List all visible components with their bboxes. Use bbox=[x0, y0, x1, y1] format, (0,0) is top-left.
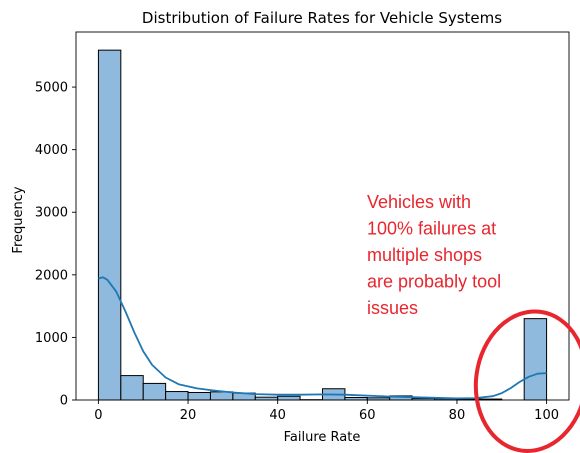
histogram-bar bbox=[165, 391, 189, 401]
bars bbox=[97, 49, 548, 401]
annotation-text-line: 100% failures at bbox=[367, 219, 496, 239]
y-tick-label: 0 bbox=[60, 394, 68, 409]
highlight-ellipse bbox=[473, 309, 580, 453]
x-tick-label: 20 bbox=[180, 408, 197, 423]
axes-frame bbox=[75, 31, 570, 401]
annotation-text-line: Vehicles with bbox=[367, 192, 471, 212]
x-axis-label: Failure Rate bbox=[284, 430, 361, 445]
kde-line bbox=[98, 276, 547, 400]
kde-layer bbox=[98, 276, 547, 400]
y-tick-label: 3000 bbox=[35, 206, 68, 221]
y-tick-label: 5000 bbox=[35, 81, 68, 96]
histogram-bar bbox=[209, 391, 234, 401]
y-tick-label: 2000 bbox=[35, 268, 68, 283]
x-tick-label: 60 bbox=[359, 408, 376, 423]
histogram-bar bbox=[523, 318, 548, 401]
histogram-bar bbox=[142, 382, 167, 401]
histogram-bar bbox=[277, 395, 301, 401]
chart-title: Distribution of Failure Rates for Vehicl… bbox=[142, 9, 502, 27]
x-tick-label: 0 bbox=[94, 408, 102, 423]
y-axis-label: Frequency bbox=[11, 186, 26, 253]
y-tick-label: 1000 bbox=[35, 331, 68, 346]
annotation: Vehicles with 100% failures at multiple sh… bbox=[367, 192, 580, 453]
y-tick-label: 4000 bbox=[35, 143, 68, 158]
axes-frame-rect bbox=[75, 31, 570, 401]
annotation-text-line: issues bbox=[367, 298, 418, 318]
x-tick-label: 40 bbox=[269, 408, 286, 423]
histogram-bar bbox=[187, 391, 211, 401]
x-tick-label: 80 bbox=[449, 408, 466, 423]
annotation-text-line: multiple shops bbox=[367, 245, 482, 265]
x-tick-label: 100 bbox=[534, 408, 559, 423]
histogram-bar bbox=[97, 49, 122, 401]
histogram-bar bbox=[120, 375, 144, 401]
annotation-text-line: are probably tool bbox=[367, 272, 501, 292]
